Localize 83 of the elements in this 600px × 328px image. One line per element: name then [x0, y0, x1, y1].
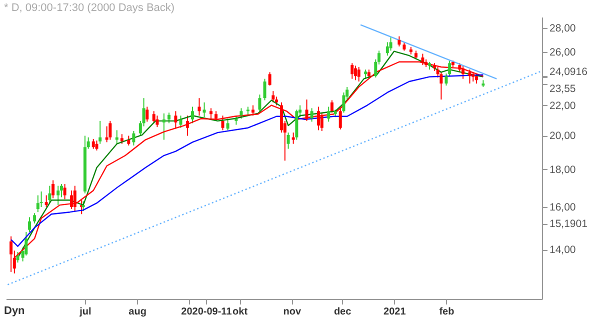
- candlestick: [389, 36, 392, 52]
- candlestick: [221, 115, 224, 131]
- candlestick: [95, 140, 98, 151]
- candlestick: [40, 190, 43, 208]
- candlestick: [386, 42, 389, 56]
- candlestick: [10, 236, 13, 272]
- candlestick: [36, 194, 40, 213]
- candlestick: [357, 66, 360, 82]
- candlestick: [120, 134, 124, 144]
- candlestick: [73, 185, 76, 212]
- candlestick: [354, 65, 357, 81]
- candlestick: [132, 130, 136, 146]
- candlestick: [286, 132, 290, 150]
- candlestick: [156, 115, 159, 128]
- candlestick: [108, 120, 112, 140]
- candlestick: [127, 135, 130, 146]
- candlestick: [191, 106, 194, 124]
- x-tick-label: dec: [334, 306, 352, 318]
- candlestick: [115, 130, 118, 144]
- y-tick-label: 22,00: [550, 100, 576, 112]
- candlestick: [98, 120, 102, 144]
- y-tick-label: 15,1901: [550, 218, 588, 230]
- candlestick: [186, 115, 189, 136]
- candlestick: [258, 94, 262, 112]
- candlestick: [364, 69, 368, 80]
- candlestick: [179, 115, 182, 128]
- candlestick: [202, 102, 206, 118]
- x-tick-label: aug: [128, 306, 146, 318]
- y-tick-label: 24,0916: [550, 66, 588, 78]
- chart-title: * D, 09:00-17:30 (2000 Days Back): [4, 2, 175, 14]
- y-tick-label: 26,00: [550, 46, 576, 58]
- candlestick: [330, 100, 334, 114]
- candlestick: [317, 106, 320, 131]
- candlestick: [292, 132, 295, 144]
- candlestick: [367, 69, 370, 80]
- candlestick: [472, 72, 475, 82]
- candlestick: [70, 190, 74, 210]
- candlestick: [226, 118, 230, 131]
- candlestick: [272, 90, 275, 103]
- candlestick: [468, 69, 472, 84]
- x-tick-label: okt: [232, 306, 248, 318]
- y-tick-label: 16,00: [550, 202, 576, 214]
- candlestick: [251, 104, 254, 116]
- candlestick: [327, 106, 330, 122]
- candlestick: [462, 65, 465, 80]
- y-tick-label: 23,55: [550, 83, 576, 96]
- candlestick: [152, 110, 156, 124]
- y-tick-label: 18,00: [550, 164, 576, 176]
- candlestick: [174, 110, 178, 130]
- candlestick: [398, 36, 401, 47]
- candlestick: [263, 78, 266, 101]
- x-tick-label: jul: [78, 306, 92, 318]
- candlestick: [198, 98, 201, 116]
- candlestick: [167, 112, 170, 124]
- y-tick-label: 20,00: [550, 130, 576, 142]
- candlestick: [63, 183, 66, 200]
- candlestick: [214, 110, 218, 122]
- x-tick-label: 2020-09-11: [181, 306, 232, 318]
- y-tick-label: 14,00: [550, 244, 576, 256]
- candlestick: [474, 74, 478, 84]
- candlestick: [209, 108, 212, 120]
- candlestick: [82, 200, 85, 212]
- y-tick-label: 28,00: [550, 22, 576, 35]
- candlestick: [16, 252, 20, 264]
- candlestick: [268, 72, 272, 86]
- candlestick: [56, 185, 60, 206]
- candlestick: [48, 185, 52, 204]
- text: Dyn: [4, 305, 26, 317]
- candlestick: [44, 194, 48, 208]
- x-tick-label: nov: [283, 306, 302, 318]
- candlestick: [338, 108, 342, 130]
- x-tick-label: 2021: [384, 306, 406, 318]
- candlestick: [310, 108, 314, 122]
- candlestick: [146, 106, 149, 122]
- candlestick: [305, 99, 308, 122]
- candlestick: [162, 112, 166, 140]
- candlestick: [52, 180, 55, 199]
- candlestick: [28, 216, 32, 232]
- candlestick: [92, 138, 95, 150]
- x-tick-label: feb: [439, 306, 454, 318]
- candlestick: [33, 212, 36, 224]
- candlestick: [234, 115, 238, 126]
- candlestick: [350, 62, 354, 80]
